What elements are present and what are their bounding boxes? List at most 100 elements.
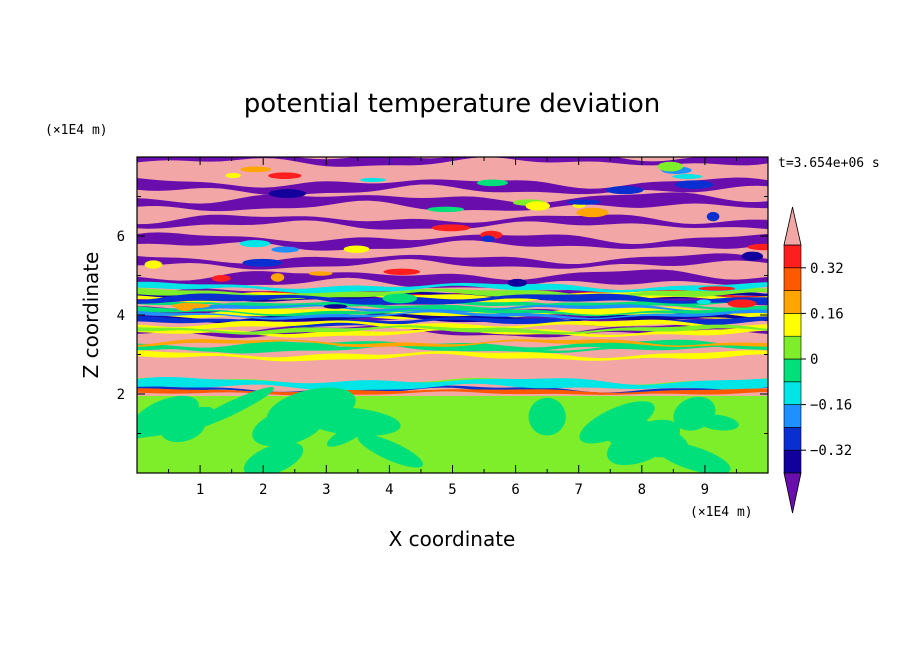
colorbar-bin — [783, 290, 802, 314]
mixing-band — [137, 319, 768, 330]
eddy — [747, 243, 768, 251]
y-axis-label: Z coordinate — [79, 252, 103, 379]
colorbar-bin — [783, 335, 802, 360]
eddy — [144, 260, 163, 269]
eddy — [239, 240, 271, 248]
mixing-band — [137, 324, 768, 335]
eddy — [431, 224, 471, 232]
convective-plume — [186, 387, 275, 431]
y-tick-label: 6 — [117, 229, 125, 245]
eddy — [382, 293, 418, 304]
eddy — [507, 278, 528, 287]
x-tick-label: 9 — [701, 482, 709, 498]
colorbar-bin — [783, 267, 802, 291]
eddy — [674, 180, 714, 189]
y-axis: 2 4 6 — [117, 196, 768, 434]
x-unit-label: (×1E4 m) — [690, 505, 753, 520]
eddy — [672, 174, 703, 179]
purple-band — [137, 214, 768, 230]
eddy — [605, 186, 644, 195]
x-tick-label: 1 — [196, 482, 204, 498]
chart-title: potential temperature deviation — [244, 89, 660, 119]
eddy — [741, 251, 764, 261]
eddy — [171, 303, 210, 309]
y-tick-label: 4 — [117, 308, 125, 324]
eddy — [657, 161, 684, 172]
eddy — [225, 172, 241, 179]
x-tick-label: 4 — [385, 482, 393, 498]
x-axis-label: X coordinate — [389, 527, 516, 551]
x-tick-label: 8 — [638, 482, 646, 498]
convective-plume — [673, 396, 716, 431]
convective-plume — [326, 422, 369, 447]
eddy — [271, 246, 299, 253]
convective-plume — [243, 442, 304, 473]
mixing-band — [137, 326, 768, 338]
x-tick-label: 6 — [511, 482, 519, 498]
colorbar-bin — [783, 449, 802, 474]
colorbar-tick-label: −0.32 — [810, 443, 852, 459]
convective-plume — [357, 434, 424, 468]
convective-plume — [599, 417, 689, 458]
mixing-band — [137, 388, 768, 396]
eddy — [727, 299, 757, 308]
mixing-band — [137, 350, 768, 362]
x-tick-label: 5 — [448, 482, 456, 498]
eddy — [308, 271, 333, 276]
colorbar-bin — [783, 427, 802, 451]
eddy — [525, 201, 551, 211]
eddy — [242, 258, 283, 267]
colorbar: 0.32 0.16 0 −0.16 −0.32 — [783, 206, 852, 514]
x-axis: 1 2 3 4 5 6 7 8 9 — [168, 157, 737, 498]
colorbar-bin — [783, 244, 802, 269]
colorbar-tick-label: −0.16 — [810, 398, 852, 414]
eddy — [323, 304, 348, 309]
purple-band — [137, 269, 768, 288]
eddy — [383, 268, 421, 275]
mixing-band — [137, 301, 768, 311]
y-tick-label: 2 — [117, 387, 125, 403]
contour-field — [137, 157, 768, 473]
x-tick-label: 7 — [574, 482, 582, 498]
convective-plume — [160, 412, 206, 443]
eddy — [576, 207, 609, 218]
eddy — [270, 273, 285, 282]
mixing-band — [137, 339, 768, 348]
time-label: t=3.654e+06 s — [778, 156, 880, 171]
eddy — [476, 179, 509, 187]
eddy — [566, 199, 602, 205]
x-tick-label: 3 — [322, 482, 330, 498]
eddy — [706, 211, 720, 222]
y-unit-label: (×1E4 m) — [45, 123, 108, 138]
eddy — [360, 177, 386, 182]
colorbar-tick-label: 0.16 — [810, 306, 844, 322]
purple-band — [137, 253, 768, 270]
mixing-band — [137, 376, 768, 391]
convective-plume — [137, 395, 200, 437]
eddy — [343, 245, 370, 253]
eddy — [698, 286, 736, 291]
colorbar-tick-label: 0 — [810, 352, 818, 368]
purple-band — [137, 232, 768, 251]
colorbar-bin — [783, 381, 802, 405]
eddy — [427, 206, 465, 213]
eddy — [480, 235, 495, 242]
mixing-band — [137, 281, 768, 294]
mixing-band — [137, 304, 768, 313]
eddy — [268, 189, 307, 198]
mixing-band — [137, 310, 768, 320]
mixing-band — [137, 293, 768, 305]
colorbar-tick-label: 0.32 — [810, 261, 844, 277]
colorbar-bin — [783, 404, 802, 428]
eddy — [240, 166, 272, 173]
eddy — [211, 274, 231, 282]
eddy — [268, 172, 302, 180]
convective-plume — [528, 397, 566, 436]
mixing-band — [137, 343, 768, 354]
eddy — [696, 299, 711, 305]
mixing-band — [137, 307, 768, 317]
colorbar-bin — [783, 313, 802, 337]
x-tick-label: 2 — [259, 482, 267, 498]
convective-plume — [266, 387, 356, 431]
